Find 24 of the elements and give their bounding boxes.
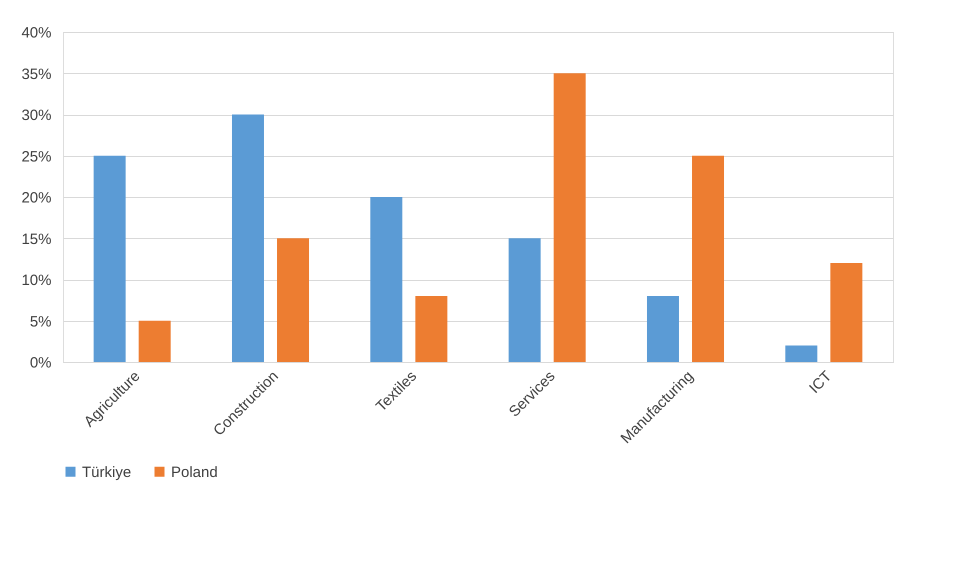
x-tick-label: ICT: [806, 368, 836, 397]
y-tick-label: 10%: [21, 272, 52, 289]
bar: [785, 346, 818, 362]
y-tick-label: 15%: [21, 230, 52, 248]
y-tick-label: 40%: [21, 24, 52, 42]
y-tick-label: 5%: [30, 313, 52, 330]
bar: [415, 296, 448, 362]
y-tick-label: 0%: [30, 354, 52, 372]
bar: [508, 238, 541, 362]
bar: [277, 238, 310, 362]
bar: [830, 263, 862, 362]
y-tick-label: 25%: [21, 148, 52, 166]
bar: [554, 73, 586, 362]
y-tick-label: 30%: [21, 107, 52, 124]
bar: [138, 320, 171, 362]
bar: [692, 156, 724, 362]
legend-label: Türkiye: [82, 464, 132, 481]
bar: [646, 296, 679, 362]
y-tick-label: 35%: [21, 66, 52, 83]
bar: [370, 197, 402, 362]
y-tick-label: 20%: [21, 190, 52, 206]
legend-label: Poland: [171, 464, 218, 481]
bar: [94, 156, 126, 362]
bar: [232, 114, 264, 362]
